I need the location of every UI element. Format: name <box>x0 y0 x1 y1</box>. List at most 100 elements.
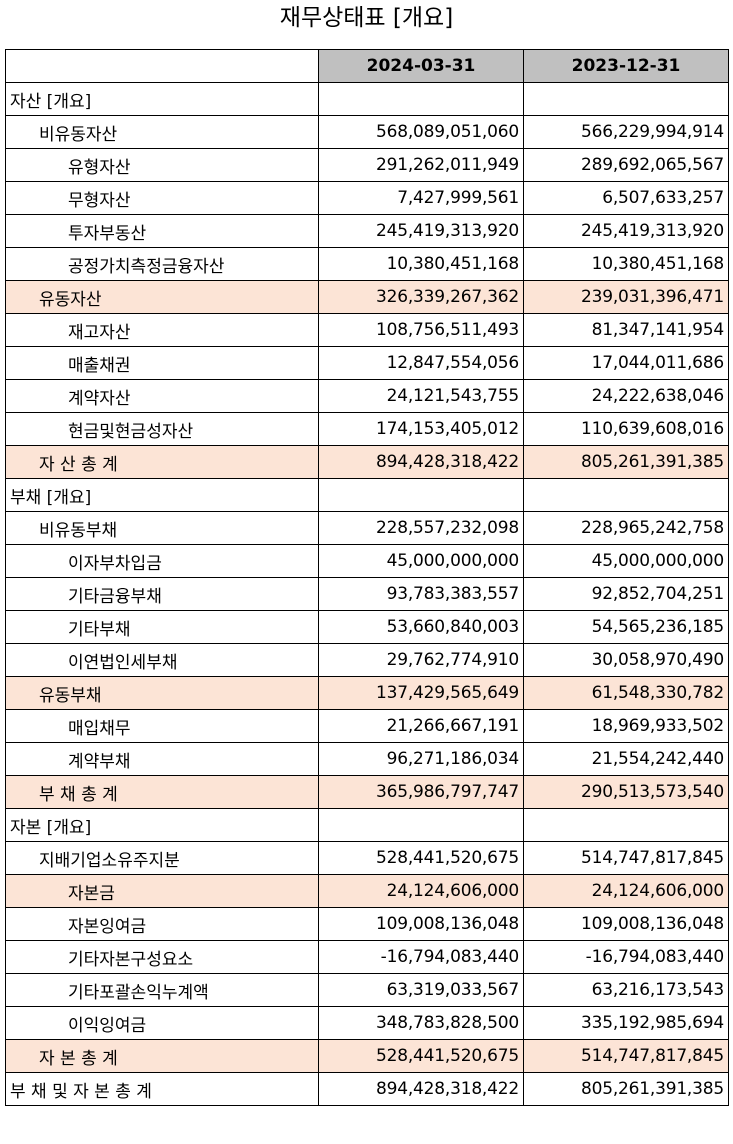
row-label: 자본금 <box>5 874 319 908</box>
row-label: 비유동자산 <box>5 115 319 149</box>
row-label: 자산 [개요] <box>5 82 319 116</box>
table-row: 부 채 및 자 본 총 계 894,428,318,422 805,261,391,… <box>5 1072 729 1106</box>
table-row: 기타금융부채 93,783,383,557 92,852,704,251 <box>5 577 729 611</box>
value-2023-cell: 566,229,994,914 <box>523 115 729 149</box>
value-2024-cell: 24,121,543,755 <box>318 379 524 413</box>
column-header-2023: 2023-12-31 <box>523 49 729 83</box>
table-body: 자산 [개요] 비유동자산 568,089,051,060 566,229,994,9… <box>5 82 729 1106</box>
value-2023-cell: 81,347,141,954 <box>523 313 729 347</box>
row-label: 유동자산 <box>5 280 319 314</box>
value-2023-cell: 805,261,391,385 <box>523 445 729 479</box>
value-2024-cell: 63,319,033,567 <box>318 973 524 1007</box>
value-2024-cell: 568,089,051,060 <box>318 115 524 149</box>
row-label: 재고자산 <box>5 313 319 347</box>
row-label: 계약자산 <box>5 379 319 413</box>
value-2023-cell: 110,639,608,016 <box>523 412 729 446</box>
row-label: 현금및현금성자산 <box>5 412 319 446</box>
value-2023-cell: 45,000,000,000 <box>523 544 729 578</box>
row-label: 기타포괄손익누계액 <box>5 973 319 1007</box>
value-2024-cell: 24,124,606,000 <box>318 874 524 908</box>
value-2023-cell: 21,554,242,440 <box>523 742 729 776</box>
value-2024-cell: 174,153,405,012 <box>318 412 524 446</box>
value-2023-cell: 10,380,451,168 <box>523 247 729 281</box>
table-row: 자본금 24,124,606,000 24,124,606,000 <box>5 874 729 908</box>
table-row: 매입채무 21,266,667,191 18,969,933,502 <box>5 709 729 743</box>
row-label: 부 채 및 자 본 총 계 <box>5 1072 319 1106</box>
value-2024-cell: 93,783,383,557 <box>318 577 524 611</box>
table-row: 비유동자산 568,089,051,060 566,229,994,914 <box>5 115 729 149</box>
value-2024-cell: 12,847,554,056 <box>318 346 524 380</box>
table-row: 기타자본구성요소 -16,794,083,440 -16,794,083,440 <box>5 940 729 974</box>
table-row: 공정가치측정금융자산 10,380,451,168 10,380,451,168 <box>5 247 729 281</box>
value-2024-cell: 348,783,828,500 <box>318 1006 524 1040</box>
table-row: 지배기업소유주지분 528,441,520,675 514,747,817,845 <box>5 841 729 875</box>
value-2024-cell: 45,000,000,000 <box>318 544 524 578</box>
table-row: 유형자산 291,262,011,949 289,692,065,567 <box>5 148 729 182</box>
value-2023-cell: 61,548,330,782 <box>523 676 729 710</box>
row-label: 계약부채 <box>5 742 319 776</box>
value-2023-cell <box>523 82 729 116</box>
value-2023-cell <box>523 478 729 512</box>
table-row: 부채 [개요] <box>5 478 729 512</box>
row-label: 비유동부채 <box>5 511 319 545</box>
value-2024-cell: 108,756,511,493 <box>318 313 524 347</box>
value-2024-cell: 326,339,267,362 <box>318 280 524 314</box>
value-2023-cell: 54,565,236,185 <box>523 610 729 644</box>
row-label: 이익잉여금 <box>5 1006 319 1040</box>
table-row: 유동부채 137,429,565,649 61,548,330,782 <box>5 676 729 710</box>
value-2023-cell: 514,747,817,845 <box>523 1039 729 1073</box>
table-row: 무형자산 7,427,999,561 6,507,633,257 <box>5 181 729 215</box>
value-2024-cell: 7,427,999,561 <box>318 181 524 215</box>
row-label: 이연법인세부채 <box>5 643 319 677</box>
table-row: 자 본 총 계 528,441,520,675 514,747,817,845 <box>5 1039 729 1073</box>
row-label: 유형자산 <box>5 148 319 182</box>
value-2023-cell: 514,747,817,845 <box>523 841 729 875</box>
row-label: 지배기업소유주지분 <box>5 841 319 875</box>
table-row: 비유동부채 228,557,232,098 228,965,242,758 <box>5 511 729 545</box>
table-row: 이자부차입금 45,000,000,000 45,000,000,000 <box>5 544 729 578</box>
value-2024-cell: 21,266,667,191 <box>318 709 524 743</box>
value-2024-cell: 29,762,774,910 <box>318 643 524 677</box>
table-row: 기타부채 53,660,840,003 54,565,236,185 <box>5 610 729 644</box>
row-label: 자 본 총 계 <box>5 1039 319 1073</box>
row-label: 기타부채 <box>5 610 319 644</box>
value-2024-cell: 528,441,520,675 <box>318 1039 524 1073</box>
value-2023-cell: 289,692,065,567 <box>523 148 729 182</box>
value-2024-cell: 10,380,451,168 <box>318 247 524 281</box>
row-label: 매입채무 <box>5 709 319 743</box>
row-label: 이자부차입금 <box>5 544 319 578</box>
value-2023-cell: 6,507,633,257 <box>523 181 729 215</box>
value-2024-cell: 228,557,232,098 <box>318 511 524 545</box>
value-2024-cell: 528,441,520,675 <box>318 841 524 875</box>
row-label: 부 채 총 계 <box>5 775 319 809</box>
header-row: 2024-03-31 2023-12-31 <box>5 49 729 83</box>
table-row: 자본 [개요] <box>5 808 729 842</box>
value-2023-cell: 290,513,573,540 <box>523 775 729 809</box>
row-label: 부채 [개요] <box>5 478 319 512</box>
table-row: 투자부동산 245,419,313,920 245,419,313,920 <box>5 214 729 248</box>
value-2023-cell: 228,965,242,758 <box>523 511 729 545</box>
table-row: 기타포괄손익누계액 63,319,033,567 63,216,173,543 <box>5 973 729 1007</box>
value-2023-cell: 335,192,985,694 <box>523 1006 729 1040</box>
value-2023-cell: -16,794,083,440 <box>523 940 729 974</box>
value-2023-cell: 18,969,933,502 <box>523 709 729 743</box>
report-title: 재무상태표 [개요] <box>279 5 454 31</box>
row-label: 매출채권 <box>5 346 319 380</box>
value-2024-cell: 96,271,186,034 <box>318 742 524 776</box>
value-2023-cell: 30,058,970,490 <box>523 643 729 677</box>
value-2024-cell <box>318 82 524 116</box>
value-2023-cell: 17,044,011,686 <box>523 346 729 380</box>
table-row: 자 산 총 계 894,428,318,422 805,261,391,385 <box>5 445 729 479</box>
row-label: 자 산 총 계 <box>5 445 319 479</box>
table-row: 현금및현금성자산 174,153,405,012 110,639,608,016 <box>5 412 729 446</box>
row-label: 기타자본구성요소 <box>5 940 319 974</box>
row-label: 무형자산 <box>5 181 319 215</box>
table-row: 부 채 총 계 365,986,797,747 290,513,573,540 <box>5 775 729 809</box>
row-label: 자본잉여금 <box>5 907 319 941</box>
row-label: 기타금융부채 <box>5 577 319 611</box>
row-label: 자본 [개요] <box>5 808 319 842</box>
value-2023-cell <box>523 808 729 842</box>
row-label: 유동부채 <box>5 676 319 710</box>
table-row: 재고자산 108,756,511,493 81,347,141,954 <box>5 313 729 347</box>
value-2023-cell: 24,222,638,046 <box>523 379 729 413</box>
